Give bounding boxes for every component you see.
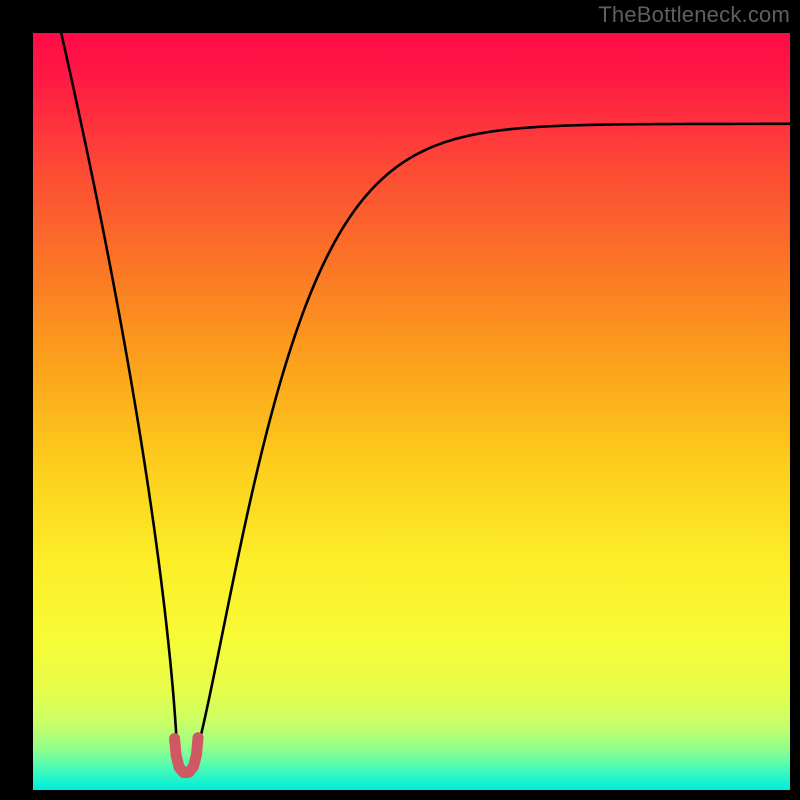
chart-stage: TheBottleneck.com <box>0 0 800 800</box>
plot-area <box>33 33 790 790</box>
gradient-plot <box>0 0 800 800</box>
watermark-text: TheBottleneck.com <box>598 2 790 28</box>
